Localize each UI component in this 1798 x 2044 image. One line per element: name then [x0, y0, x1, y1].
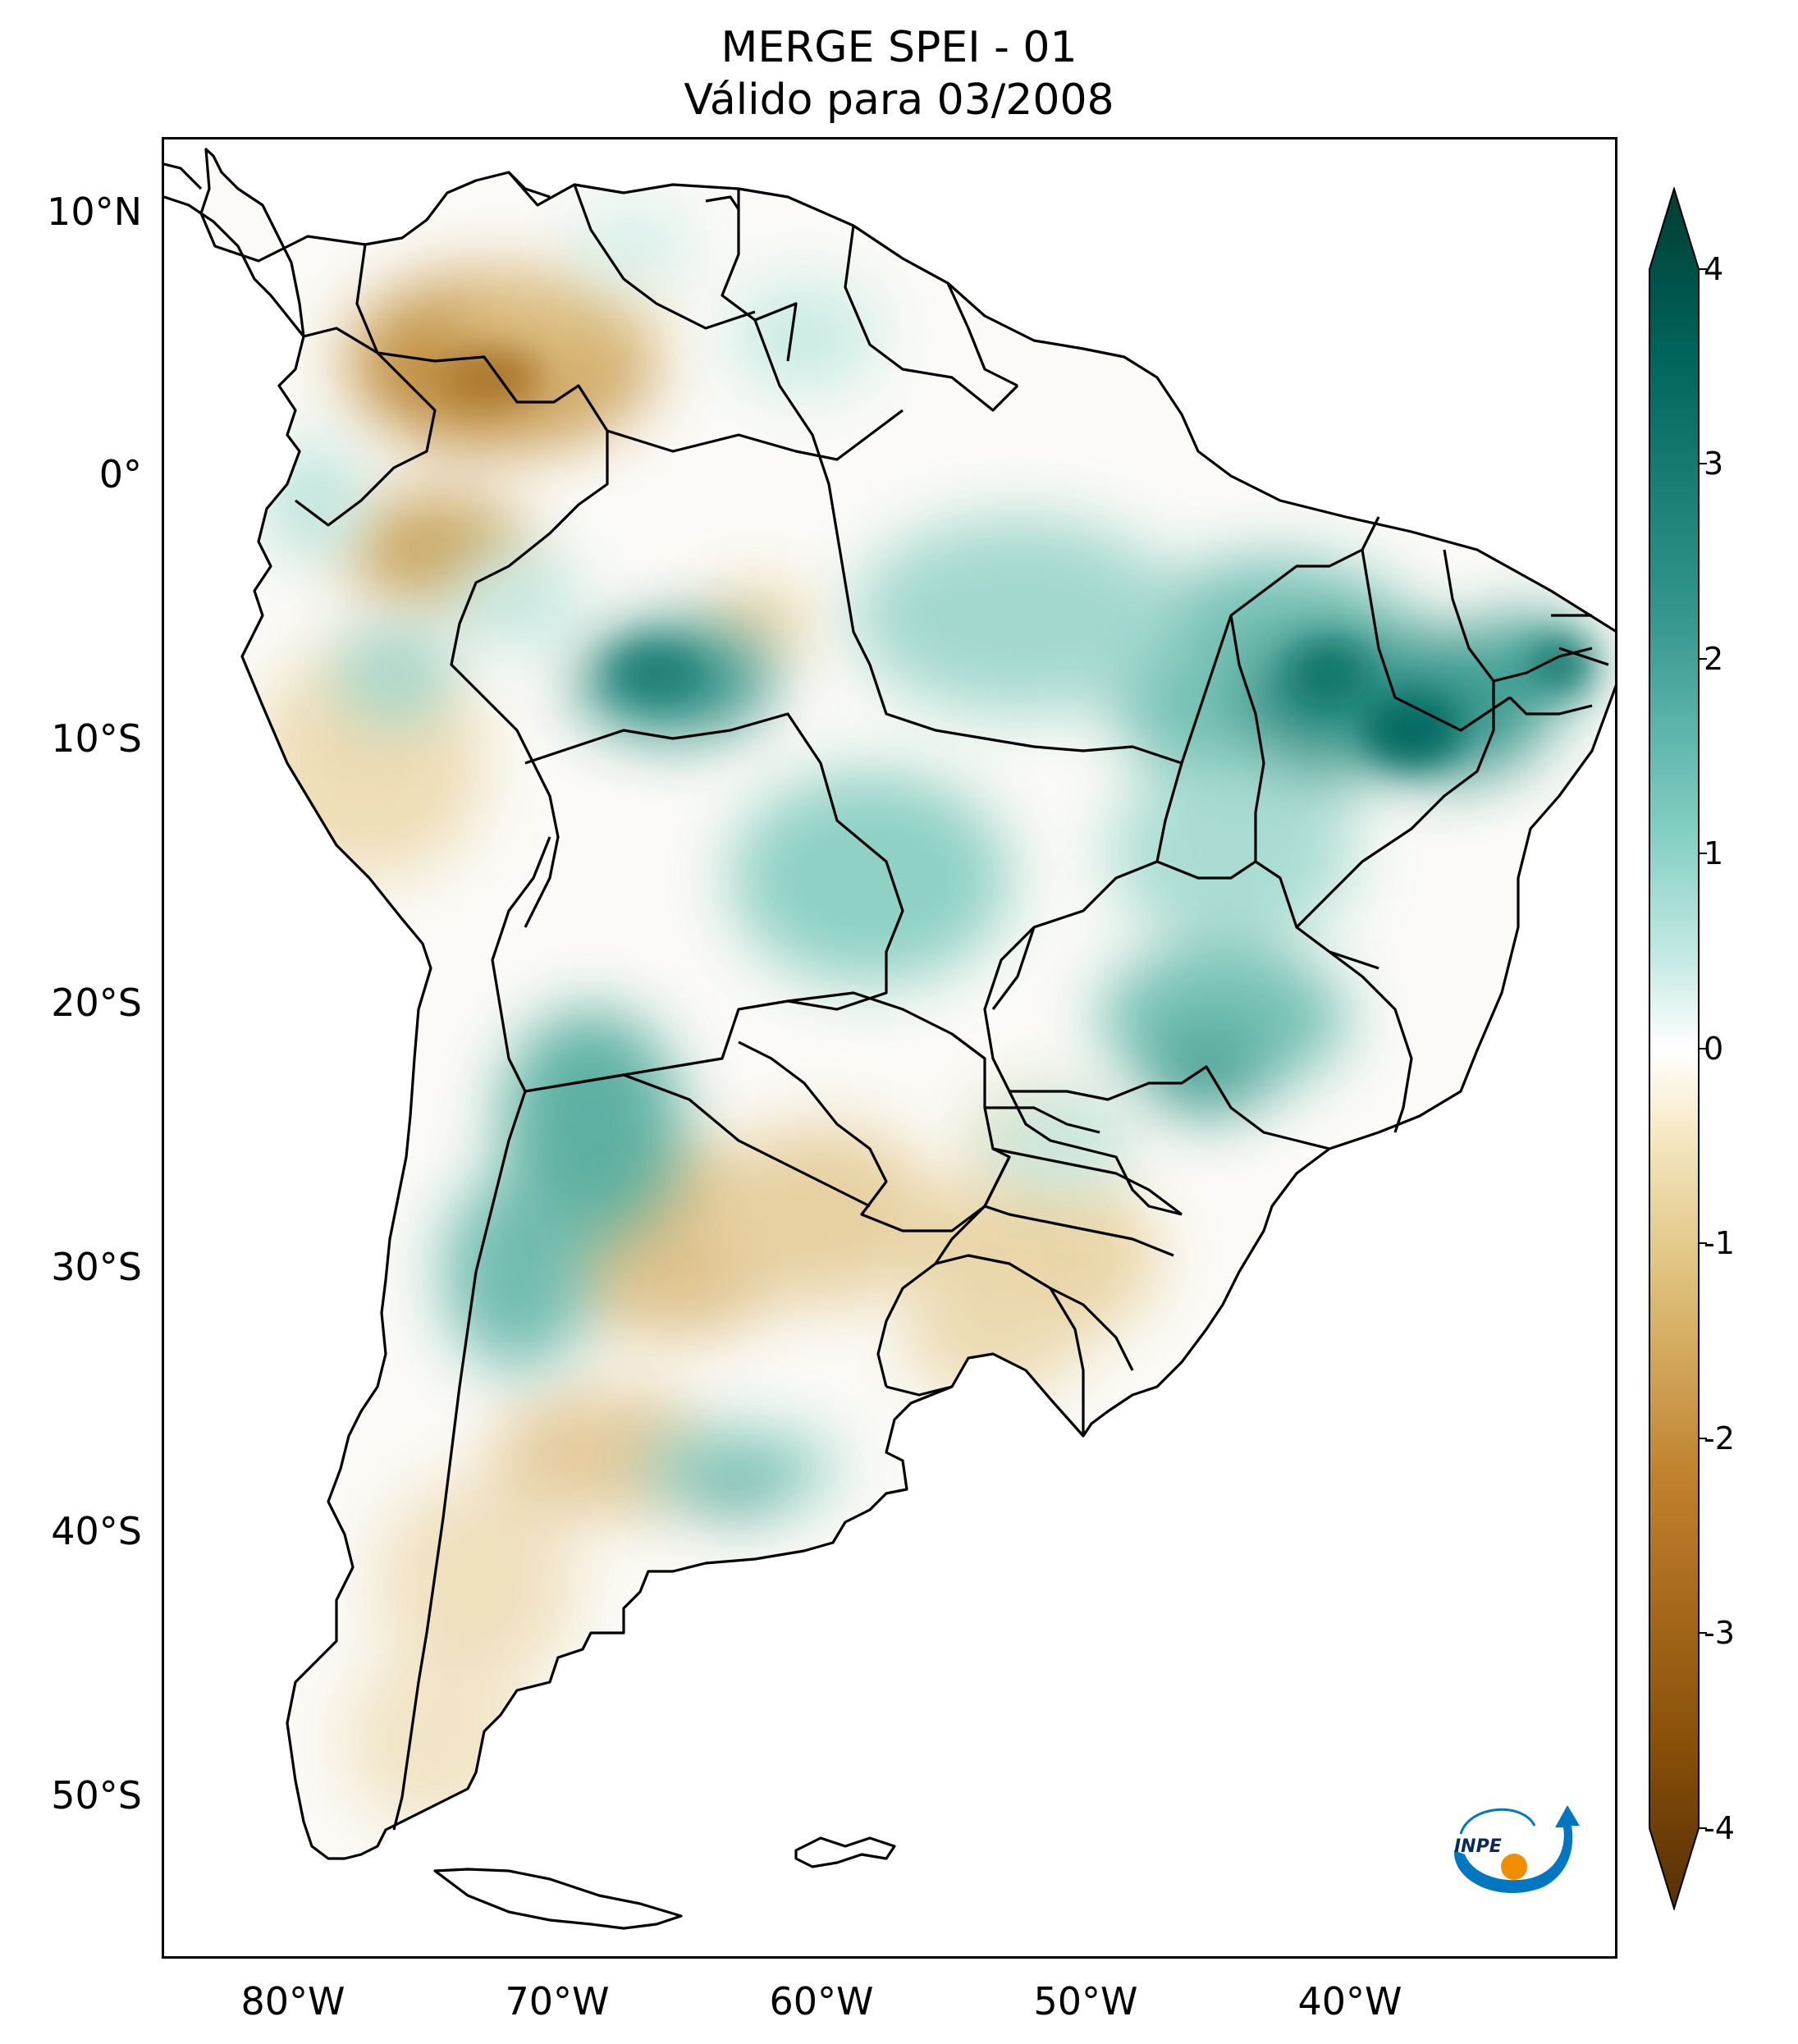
- lat-label-30s: 30°S: [51, 1245, 142, 1289]
- map-subtitle: Válido para 03/2008: [684, 75, 1114, 125]
- lon-label-80w: 80°W: [240, 1979, 345, 2023]
- svg-text:INPE: INPE: [1454, 1836, 1502, 1857]
- colorbar-tick-neg2: -2: [1704, 1420, 1735, 1456]
- lat-label-20s: 20°S: [51, 981, 142, 1025]
- colorbar: [1649, 187, 1707, 1910]
- colorbar-tick-3: 3: [1704, 446, 1724, 482]
- lat-label-40s: 40°S: [51, 1509, 142, 1553]
- map-title: MERGE SPEI - 01: [721, 23, 1077, 72]
- lat-label-10n: 10°N: [47, 190, 142, 234]
- borders: [164, 148, 1615, 1930]
- lon-label-60w: 60°W: [769, 1979, 874, 2023]
- colorbar-tick-1: 1: [1704, 835, 1724, 871]
- map-panel: [162, 137, 1617, 1959]
- lon-label-50w: 50°W: [1033, 1979, 1138, 2023]
- colorbar-tick-neg4: -4: [1704, 1810, 1735, 1846]
- south-america-map: [164, 148, 1615, 1930]
- colorbar-tick-4: 4: [1704, 251, 1724, 287]
- lat-label-10s: 10°S: [51, 716, 142, 761]
- colorbar-tick-neg3: -3: [1704, 1615, 1735, 1651]
- colorbar-tick-neg1: -1: [1704, 1225, 1735, 1261]
- lat-label-0: 0°: [98, 452, 142, 496]
- lon-label-40w: 40°W: [1297, 1979, 1402, 2023]
- colorbar-gradient: [1649, 187, 1700, 1910]
- colorbar-tick-0: 0: [1704, 1031, 1724, 1067]
- lon-label-70w: 70°W: [505, 1979, 610, 2023]
- colorbar-tick-2: 2: [1704, 641, 1724, 677]
- spei-field: [201, 149, 1615, 1859]
- lat-label-50s: 50°S: [51, 1773, 142, 1818]
- inpe-logo: INPE: [1453, 1805, 1580, 1894]
